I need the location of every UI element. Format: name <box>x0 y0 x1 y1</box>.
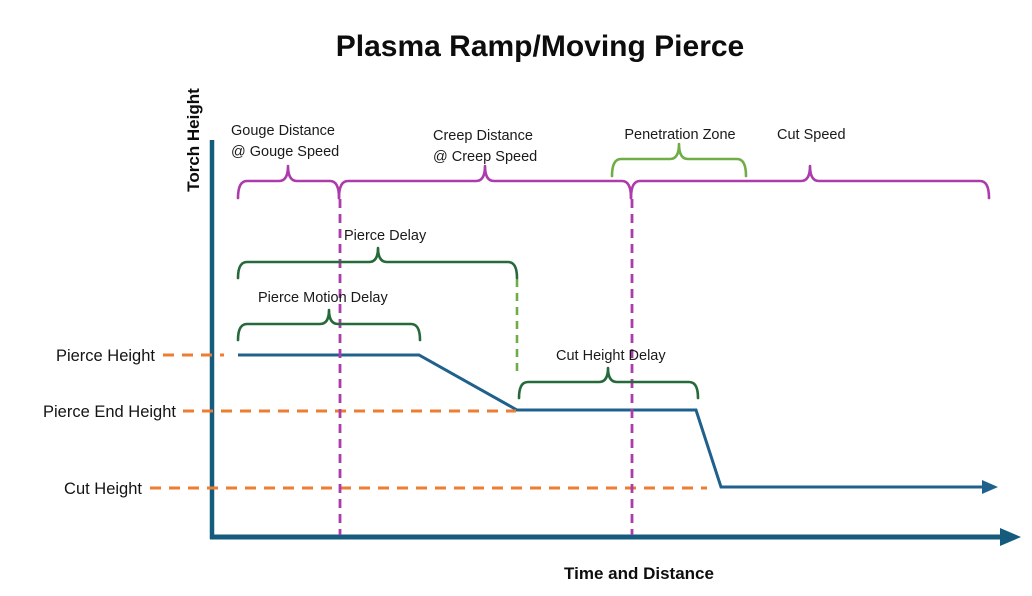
cut-height-label: Cut Height <box>64 480 142 498</box>
torch-height-curve <box>238 353 984 489</box>
gouge-distance-brace <box>236 164 341 200</box>
gouge-distance-label-line1: Gouge Distance <box>231 123 335 139</box>
curve-arrowhead-icon <box>982 480 998 494</box>
x-axis-arrowhead-icon <box>1000 528 1021 546</box>
creep-distance-label-line2: @ Creep Speed <box>433 149 537 165</box>
creep-distance-brace <box>337 164 633 200</box>
x-axis-label: Time and Distance <box>564 564 714 583</box>
pierce-height-label: Pierce Height <box>56 347 155 365</box>
creep-distance-label-line1: Creep Distance <box>433 128 533 144</box>
cut-height-delay-label: Cut Height Delay <box>556 348 666 364</box>
pierce-delay-label: Pierce Delay <box>344 228 427 244</box>
cut-height-delay-brace <box>517 366 700 400</box>
page-title: Plasma Ramp/Moving Pierce <box>336 30 745 63</box>
penetration-zone-label: Penetration Zone <box>624 127 735 143</box>
pierce-motion-delay-brace <box>236 308 422 342</box>
pierce-end-height-label: Pierce End Height <box>43 403 176 421</box>
cut-speed-brace <box>629 164 991 200</box>
penetration-zone-brace <box>610 142 748 178</box>
pierce-motion-delay-label: Pierce Motion Delay <box>258 290 388 306</box>
cut-speed-label: Cut Speed <box>777 127 846 143</box>
y-axis-label: Torch Height <box>184 88 203 192</box>
pierce-delay-brace <box>236 246 519 280</box>
gouge-distance-label-line2: @ Gouge Speed <box>231 144 339 160</box>
